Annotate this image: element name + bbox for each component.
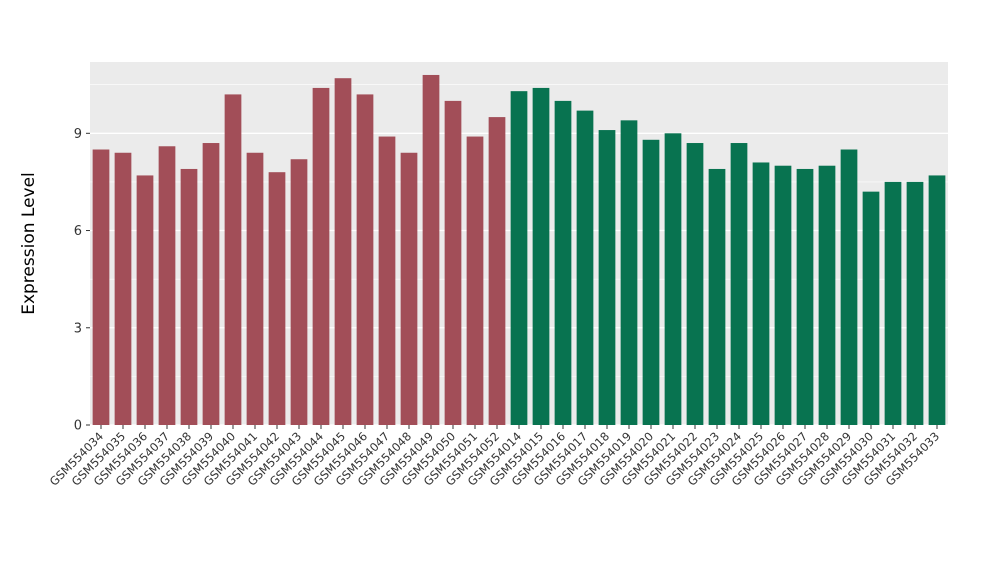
bar-GSM554021 — [664, 133, 682, 425]
bar-GSM554052 — [488, 117, 506, 426]
y-tick-label: 3 — [74, 321, 82, 336]
bar-GSM554022 — [686, 143, 704, 425]
y-tick-label: 9 — [74, 127, 82, 142]
bar-GSM554036 — [136, 175, 154, 425]
bar-GSM554027 — [796, 168, 814, 425]
bar-GSM554039 — [202, 143, 220, 425]
bar-GSM554045 — [334, 78, 352, 426]
bar-GSM554034 — [92, 149, 110, 426]
bar-GSM554023 — [708, 168, 726, 425]
bar-GSM554017 — [576, 110, 594, 425]
bar-GSM554031 — [884, 181, 902, 425]
y-tick-label: 0 — [74, 419, 82, 434]
bar-GSM554038 — [180, 168, 198, 425]
bar-GSM554033 — [928, 175, 946, 425]
bar-GSM554028 — [818, 165, 836, 425]
bar-GSM554044 — [312, 87, 330, 425]
bar-GSM554014 — [510, 91, 528, 425]
bar-GSM554040 — [224, 94, 242, 426]
bar-GSM554019 — [620, 120, 638, 425]
bar-GSM554015 — [532, 87, 550, 425]
bar-GSM554041 — [246, 152, 264, 425]
bar-GSM554047 — [378, 136, 396, 425]
bar-GSM554029 — [840, 149, 858, 426]
bar-GSM554024 — [730, 143, 748, 425]
bar-GSM554016 — [554, 100, 572, 426]
bar-GSM554020 — [642, 139, 660, 426]
y-axis-title: Expression Level — [19, 172, 39, 315]
bar-GSM554048 — [400, 152, 418, 425]
bar-GSM554032 — [906, 181, 924, 425]
bar-GSM554026 — [774, 165, 792, 425]
bar-GSM554046 — [356, 94, 374, 426]
bar-GSM554043 — [290, 159, 308, 425]
bar-GSM554051 — [466, 136, 484, 425]
y-tick-label: 6 — [74, 224, 82, 239]
bar-GSM554042 — [268, 172, 286, 425]
bar-GSM554035 — [114, 152, 132, 425]
bar-GSM554018 — [598, 130, 616, 425]
bar-GSM554025 — [752, 162, 770, 426]
bar-GSM554050 — [444, 100, 462, 426]
bar-GSM554037 — [158, 146, 176, 425]
bar-GSM554030 — [862, 191, 880, 425]
bar-GSM554049 — [422, 74, 440, 425]
